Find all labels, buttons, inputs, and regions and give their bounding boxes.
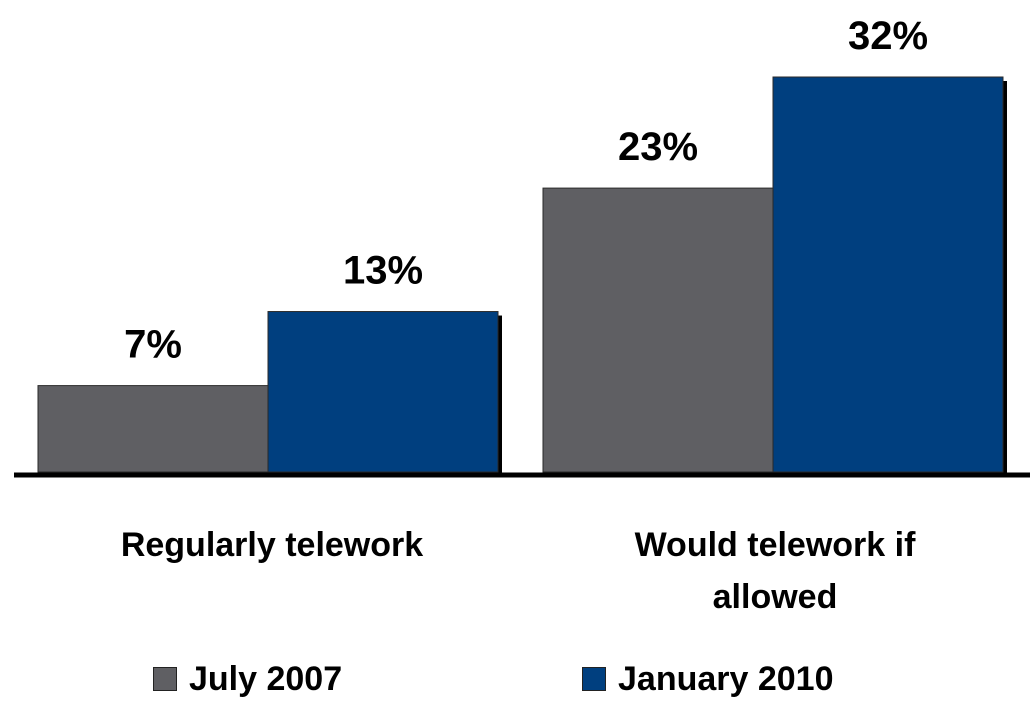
data-label-january-2010-regularly-telework: 13% [343, 249, 423, 293]
data-label-july-2007-would-telework-if-allowed: 23% [618, 125, 698, 169]
legend-swatch-january-2010 [582, 667, 606, 691]
data-label-january-2010-would-telework-if-allowed: 32% [848, 14, 928, 58]
bar-january-2010-would-telework-if-allowed [772, 76, 1004, 473]
legend-item-july-2007: July 2007 [153, 659, 343, 698]
legend-swatch-july-2007 [153, 667, 177, 691]
legend-label-january-2010: January 2010 [618, 659, 834, 698]
bar-july-2007-regularly-telework [37, 385, 269, 473]
bar-january-2010-regularly-telework [267, 311, 499, 473]
category-label-regularly-telework: Regularly telework [121, 526, 423, 564]
bar-july-2007-would-telework-if-allowed [542, 187, 774, 473]
data-label-july-2007-regularly-telework: 7% [124, 323, 182, 367]
category-label-would-telework-if-allowed: Would telework if allowed [635, 526, 917, 616]
legend-item-january-2010: January 2010 [582, 659, 834, 698]
legend-label-july-2007: July 2007 [189, 659, 343, 698]
